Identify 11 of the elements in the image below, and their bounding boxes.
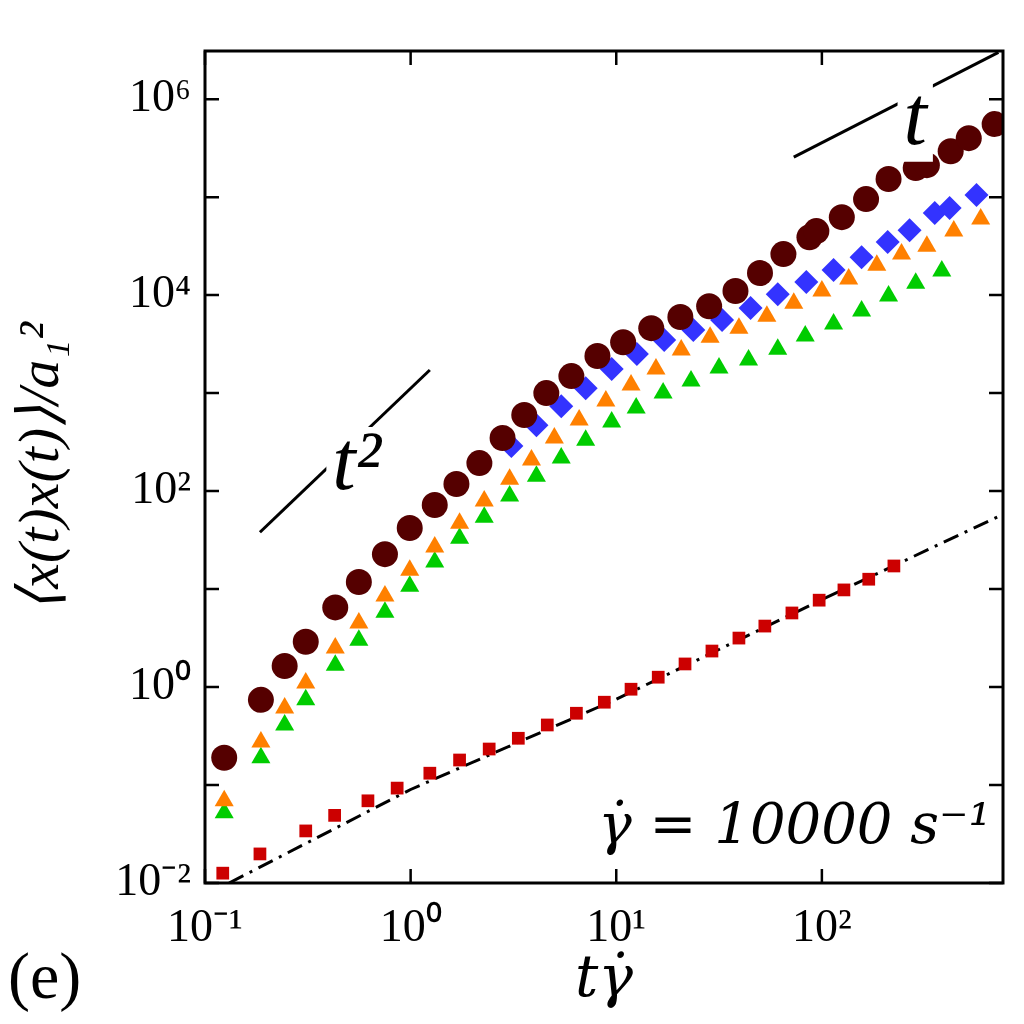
y-tick-label: 10⁶ (128, 70, 191, 122)
y-tick-label: 10⁰ (129, 658, 191, 710)
annotation: t² (332, 414, 383, 508)
annotation: t (903, 68, 930, 162)
annotation: γ̇ = 10000 s⁻¹ (598, 791, 991, 856)
y-tick-label: 10⁴ (128, 266, 191, 318)
text: (e) (8, 939, 82, 1014)
y-tick-label: 10² (131, 462, 191, 514)
y-axis-title: ⟨x(t)x(t)⟩/a₁² (6, 320, 72, 612)
x-tick-label: 10² (791, 899, 852, 951)
x-tick-label: 10⁰ (379, 899, 442, 951)
